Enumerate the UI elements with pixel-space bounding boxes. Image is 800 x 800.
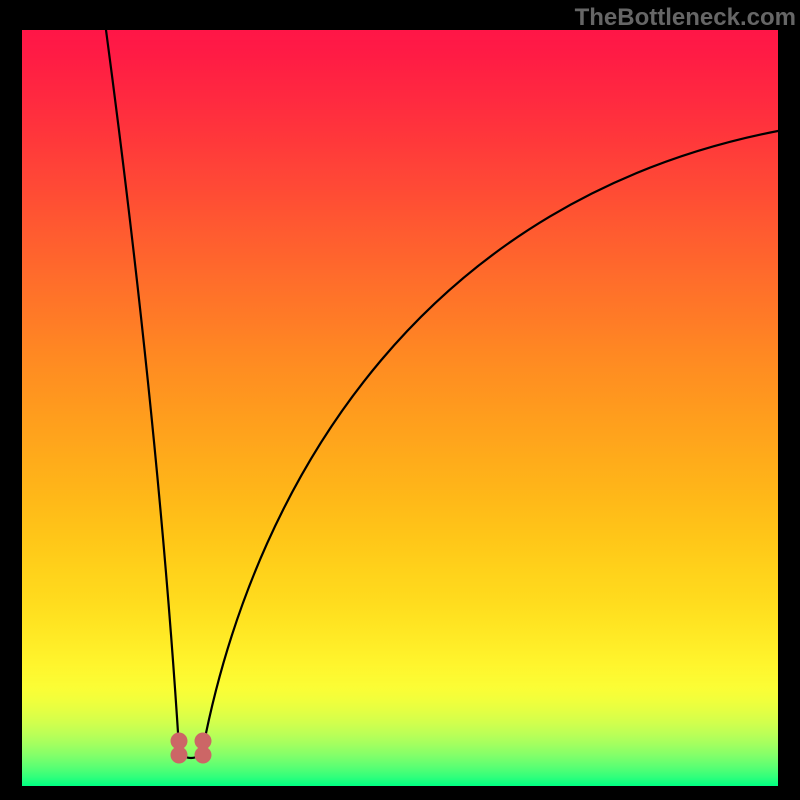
valley-marker <box>195 747 212 764</box>
valley-marker <box>171 747 188 764</box>
watermark-text: TheBottleneck.com <box>575 4 796 32</box>
chart-background <box>22 30 778 786</box>
bottleneck-chart <box>22 30 778 786</box>
